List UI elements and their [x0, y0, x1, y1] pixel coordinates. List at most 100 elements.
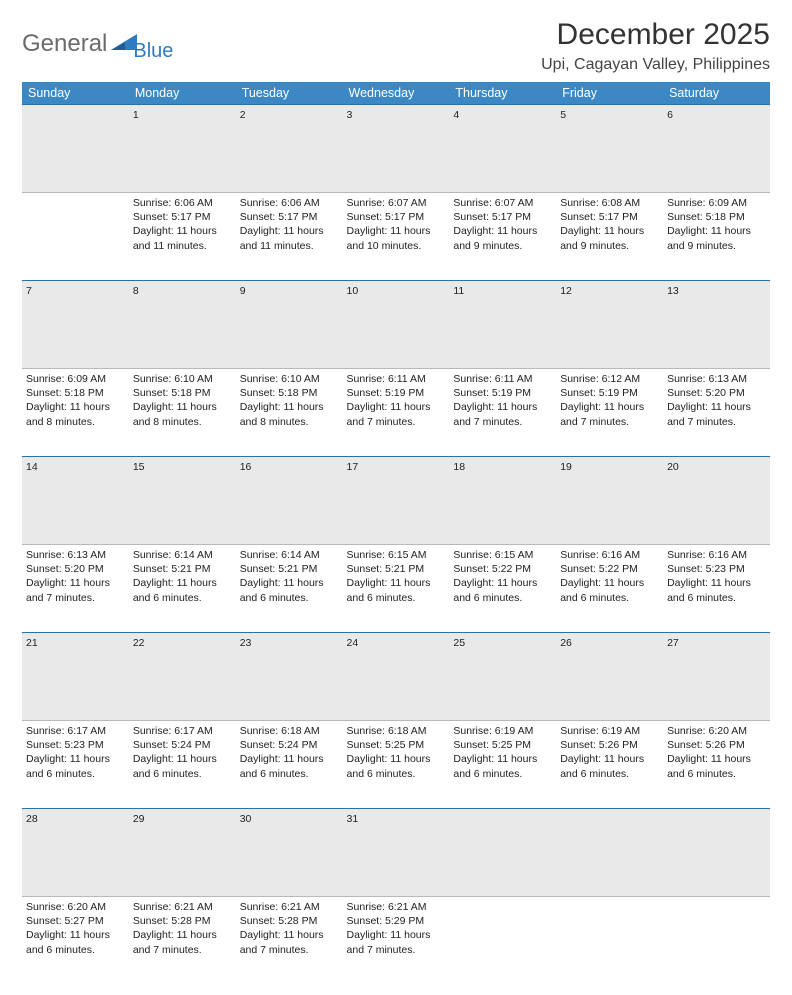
daylight-line: Daylight: 11 hours and 6 minutes. — [667, 752, 766, 780]
sunset-line: Sunset: 5:19 PM — [560, 386, 659, 400]
weekday-header: Monday — [129, 82, 236, 105]
sunset-line: Sunset: 5:18 PM — [667, 210, 766, 224]
day-info-row: Sunrise: 6:20 AMSunset: 5:27 PMDaylight:… — [22, 897, 770, 985]
daylight-line: Daylight: 11 hours and 6 minutes. — [347, 576, 446, 604]
sunrise-line: Sunrise: 6:14 AM — [133, 548, 232, 562]
calendar-page: General Blue December 2025 Upi, Cagayan … — [0, 0, 792, 995]
daylight-line: Daylight: 11 hours and 7 minutes. — [347, 400, 446, 428]
day-number: 3 — [343, 105, 450, 193]
day-number: 28 — [22, 809, 129, 897]
daylight-line: Daylight: 11 hours and 10 minutes. — [347, 224, 446, 252]
day-cell: Sunrise: 6:14 AMSunset: 5:21 PMDaylight:… — [236, 545, 343, 633]
day-number: 27 — [663, 633, 770, 721]
sunrise-line: Sunrise: 6:19 AM — [560, 724, 659, 738]
day-number: 31 — [343, 809, 450, 897]
day-cell: Sunrise: 6:07 AMSunset: 5:17 PMDaylight:… — [449, 193, 556, 281]
day-cell: Sunrise: 6:21 AMSunset: 5:29 PMDaylight:… — [343, 897, 450, 985]
day-cell: Sunrise: 6:20 AMSunset: 5:26 PMDaylight:… — [663, 721, 770, 809]
empty-day-cell — [663, 897, 770, 985]
day-cell: Sunrise: 6:19 AMSunset: 5:25 PMDaylight:… — [449, 721, 556, 809]
day-number: 4 — [449, 105, 556, 193]
day-info-row: Sunrise: 6:09 AMSunset: 5:18 PMDaylight:… — [22, 369, 770, 457]
daylight-line: Daylight: 11 hours and 6 minutes. — [453, 576, 552, 604]
sunrise-line: Sunrise: 6:16 AM — [560, 548, 659, 562]
sunset-line: Sunset: 5:19 PM — [347, 386, 446, 400]
sunset-line: Sunset: 5:28 PM — [240, 914, 339, 928]
sunset-line: Sunset: 5:17 PM — [240, 210, 339, 224]
day-number-row: 14151617181920 — [22, 457, 770, 545]
empty-day-number — [22, 105, 129, 193]
day-cell: Sunrise: 6:13 AMSunset: 5:20 PMDaylight:… — [663, 369, 770, 457]
sunset-line: Sunset: 5:21 PM — [133, 562, 232, 576]
weekday-header: Tuesday — [236, 82, 343, 105]
sunrise-line: Sunrise: 6:07 AM — [347, 196, 446, 210]
daylight-line: Daylight: 11 hours and 11 minutes. — [240, 224, 339, 252]
day-cell: Sunrise: 6:06 AMSunset: 5:17 PMDaylight:… — [129, 193, 236, 281]
day-number: 16 — [236, 457, 343, 545]
empty-day-number — [556, 809, 663, 897]
sunrise-line: Sunrise: 6:14 AM — [240, 548, 339, 562]
daylight-line: Daylight: 11 hours and 6 minutes. — [240, 752, 339, 780]
sunset-line: Sunset: 5:17 PM — [347, 210, 446, 224]
day-number-row: 123456 — [22, 105, 770, 193]
sunrise-line: Sunrise: 6:16 AM — [667, 548, 766, 562]
day-cell: Sunrise: 6:09 AMSunset: 5:18 PMDaylight:… — [663, 193, 770, 281]
daylight-line: Daylight: 11 hours and 8 minutes. — [26, 400, 125, 428]
sunrise-line: Sunrise: 6:10 AM — [240, 372, 339, 386]
daylight-line: Daylight: 11 hours and 7 minutes. — [133, 928, 232, 956]
empty-day-cell — [22, 193, 129, 281]
sunset-line: Sunset: 5:27 PM — [26, 914, 125, 928]
sunset-line: Sunset: 5:25 PM — [347, 738, 446, 752]
sunset-line: Sunset: 5:21 PM — [347, 562, 446, 576]
day-cell: Sunrise: 6:19 AMSunset: 5:26 PMDaylight:… — [556, 721, 663, 809]
sunset-line: Sunset: 5:19 PM — [453, 386, 552, 400]
day-number: 20 — [663, 457, 770, 545]
sunset-line: Sunset: 5:18 PM — [26, 386, 125, 400]
day-cell: Sunrise: 6:08 AMSunset: 5:17 PMDaylight:… — [556, 193, 663, 281]
weekday-header: Thursday — [449, 82, 556, 105]
empty-day-number — [663, 809, 770, 897]
day-number: 13 — [663, 281, 770, 369]
day-number: 21 — [22, 633, 129, 721]
brand-logo: General Blue — [22, 24, 173, 63]
sunrise-line: Sunrise: 6:13 AM — [667, 372, 766, 386]
day-number: 12 — [556, 281, 663, 369]
day-cell: Sunrise: 6:20 AMSunset: 5:27 PMDaylight:… — [22, 897, 129, 985]
day-cell: Sunrise: 6:10 AMSunset: 5:18 PMDaylight:… — [236, 369, 343, 457]
sunrise-line: Sunrise: 6:21 AM — [347, 900, 446, 914]
page-header: General Blue December 2025 Upi, Cagayan … — [22, 18, 770, 74]
day-cell: Sunrise: 6:16 AMSunset: 5:22 PMDaylight:… — [556, 545, 663, 633]
day-cell: Sunrise: 6:18 AMSunset: 5:25 PMDaylight:… — [343, 721, 450, 809]
sunrise-line: Sunrise: 6:21 AM — [133, 900, 232, 914]
sunrise-line: Sunrise: 6:09 AM — [667, 196, 766, 210]
daylight-line: Daylight: 11 hours and 6 minutes. — [240, 576, 339, 604]
day-cell: Sunrise: 6:13 AMSunset: 5:20 PMDaylight:… — [22, 545, 129, 633]
sunset-line: Sunset: 5:17 PM — [133, 210, 232, 224]
sunset-line: Sunset: 5:22 PM — [453, 562, 552, 576]
day-number: 11 — [449, 281, 556, 369]
sunrise-line: Sunrise: 6:09 AM — [26, 372, 125, 386]
sunrise-line: Sunrise: 6:20 AM — [26, 900, 125, 914]
day-number: 23 — [236, 633, 343, 721]
sunset-line: Sunset: 5:17 PM — [453, 210, 552, 224]
daylight-line: Daylight: 11 hours and 9 minutes. — [560, 224, 659, 252]
sunset-line: Sunset: 5:18 PM — [133, 386, 232, 400]
day-cell: Sunrise: 6:11 AMSunset: 5:19 PMDaylight:… — [343, 369, 450, 457]
day-cell: Sunrise: 6:17 AMSunset: 5:24 PMDaylight:… — [129, 721, 236, 809]
daylight-line: Daylight: 11 hours and 8 minutes. — [133, 400, 232, 428]
sunrise-line: Sunrise: 6:11 AM — [453, 372, 552, 386]
day-number: 8 — [129, 281, 236, 369]
day-cell: Sunrise: 6:17 AMSunset: 5:23 PMDaylight:… — [22, 721, 129, 809]
day-cell: Sunrise: 6:07 AMSunset: 5:17 PMDaylight:… — [343, 193, 450, 281]
daylight-line: Daylight: 11 hours and 7 minutes. — [667, 400, 766, 428]
sunset-line: Sunset: 5:26 PM — [667, 738, 766, 752]
daylight-line: Daylight: 11 hours and 6 minutes. — [26, 928, 125, 956]
sunrise-line: Sunrise: 6:15 AM — [347, 548, 446, 562]
empty-day-cell — [449, 897, 556, 985]
day-number: 26 — [556, 633, 663, 721]
daylight-line: Daylight: 11 hours and 6 minutes. — [667, 576, 766, 604]
daylight-line: Daylight: 11 hours and 7 minutes. — [453, 400, 552, 428]
daylight-line: Daylight: 11 hours and 9 minutes. — [667, 224, 766, 252]
day-number: 19 — [556, 457, 663, 545]
day-cell: Sunrise: 6:16 AMSunset: 5:23 PMDaylight:… — [663, 545, 770, 633]
